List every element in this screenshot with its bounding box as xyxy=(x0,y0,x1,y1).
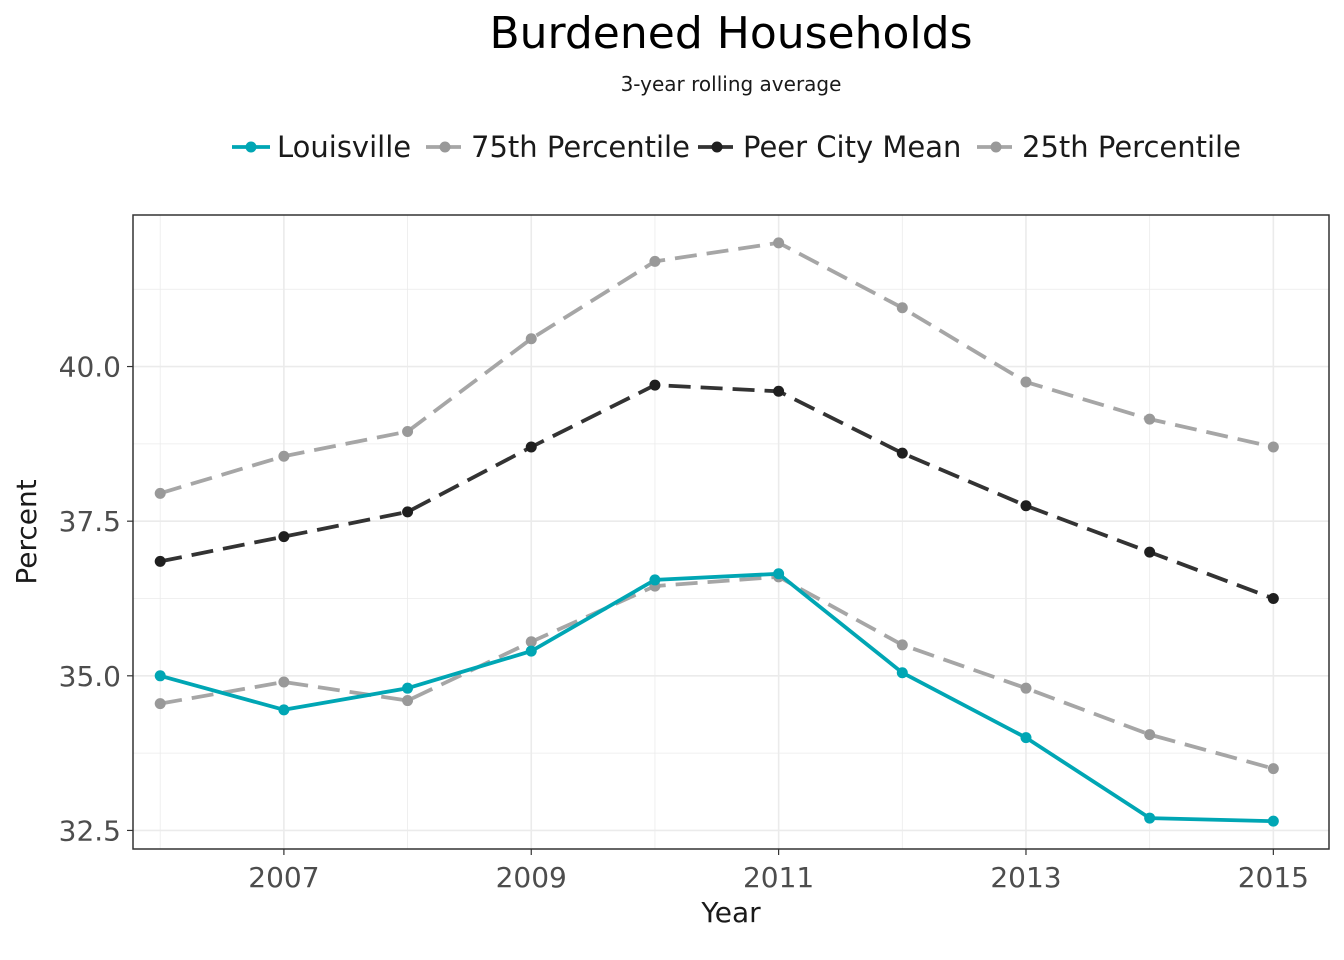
point-25th-percentile-0 xyxy=(154,698,166,710)
point-75th-percentile-6 xyxy=(896,302,908,314)
legend-key-point-25th-percentile xyxy=(990,141,1002,153)
legend-item-peer-city-mean: Peer City Mean xyxy=(698,130,961,164)
point-peer-city-mean-2 xyxy=(402,506,414,518)
ticks: 2007 2009 2011 2013 2015 32.5 35.0 37.5 40.0 xyxy=(59,351,1309,894)
series-25th-percentile xyxy=(154,571,1279,775)
point-peer-city-mean-8 xyxy=(1144,546,1156,558)
legend-label-peer-city-mean: Peer City Mean xyxy=(743,130,961,164)
legend-label-75th-percentile: 75th Percentile xyxy=(471,130,690,164)
x-tick-label-2: 2011 xyxy=(743,861,814,894)
point-25th-percentile-6 xyxy=(896,639,908,651)
x-tick-label-0: 2007 xyxy=(248,861,319,894)
plot-panel-border xyxy=(132,214,1330,850)
legend-item-louisville: Louisville xyxy=(232,130,411,164)
point-25th-percentile-3 xyxy=(525,636,537,648)
legend-label-louisville: Louisville xyxy=(277,130,411,164)
series-75th-percentile xyxy=(154,237,1279,499)
point-25th-percentile-7 xyxy=(1020,682,1032,694)
legend-item-75th-percentile: 75th Percentile xyxy=(426,130,690,164)
series-line-peer-city-mean xyxy=(159,383,1274,601)
series-louisville xyxy=(154,568,1279,827)
point-peer-city-mean-1 xyxy=(278,531,290,543)
point-75th-percentile-8 xyxy=(1144,413,1156,425)
point-75th-percentile-1 xyxy=(278,450,290,462)
series-layer xyxy=(154,237,1279,827)
point-peer-city-mean-4 xyxy=(649,379,661,391)
point-louisville-7 xyxy=(1020,732,1032,744)
y-tick-label-1: 35.0 xyxy=(59,660,121,693)
point-peer-city-mean-7 xyxy=(1020,500,1032,512)
legend-label-25th-percentile: 25th Percentile xyxy=(1022,130,1241,164)
point-louisville-5 xyxy=(773,568,785,580)
point-louisville-0 xyxy=(154,670,166,682)
x-tick-label-1: 2009 xyxy=(496,861,567,894)
point-75th-percentile-9 xyxy=(1267,441,1279,453)
legend-key-point-peer-city-mean xyxy=(711,141,723,153)
series-line-25th-percentile xyxy=(159,574,1274,771)
y-axis-title: Percent xyxy=(10,479,43,584)
point-75th-percentile-5 xyxy=(773,237,785,249)
point-75th-percentile-0 xyxy=(154,487,166,499)
point-25th-percentile-1 xyxy=(278,676,290,688)
y-tick-label-2: 37.5 xyxy=(59,505,121,538)
point-louisville-1 xyxy=(278,704,290,716)
legend-key-point-75th-percentile xyxy=(439,141,451,153)
legend-key-point-louisville xyxy=(245,141,257,153)
y-tick-label-3: 40.0 xyxy=(59,351,121,384)
series-peer-city-mean xyxy=(154,379,1279,604)
x-tick-label-4: 2015 xyxy=(1238,861,1309,894)
point-peer-city-mean-3 xyxy=(525,441,537,453)
point-peer-city-mean-5 xyxy=(773,385,785,397)
y-tick-label-0: 32.5 xyxy=(59,814,121,847)
point-25th-percentile-9 xyxy=(1267,763,1279,775)
point-75th-percentile-4 xyxy=(649,255,661,267)
series-line-louisville xyxy=(159,571,1274,824)
x-tick-label-3: 2013 xyxy=(990,861,1061,894)
point-louisville-8 xyxy=(1144,812,1156,824)
point-75th-percentile-3 xyxy=(525,333,537,345)
point-louisville-4 xyxy=(649,574,661,586)
point-louisville-9 xyxy=(1267,815,1279,827)
chart-subtitle: 3-year rolling average xyxy=(621,72,842,96)
grid xyxy=(133,215,1329,849)
point-louisville-2 xyxy=(402,682,414,694)
chart-title: Burdened Households xyxy=(489,8,972,59)
point-25th-percentile-8 xyxy=(1144,729,1156,741)
point-75th-percentile-7 xyxy=(1020,376,1032,388)
point-louisville-3 xyxy=(525,645,537,657)
point-25th-percentile-2 xyxy=(402,695,414,707)
point-louisville-6 xyxy=(896,667,908,679)
point-peer-city-mean-6 xyxy=(896,447,908,459)
point-75th-percentile-2 xyxy=(402,425,414,437)
legend: Louisville 75th Percentile Peer City Mean 2… xyxy=(232,130,1241,164)
point-peer-city-mean-9 xyxy=(1267,592,1279,604)
legend-item-25th-percentile: 25th Percentile xyxy=(977,130,1241,164)
point-peer-city-mean-0 xyxy=(154,555,166,567)
x-axis-title: Year xyxy=(700,896,761,929)
series-line-75th-percentile xyxy=(159,240,1274,496)
